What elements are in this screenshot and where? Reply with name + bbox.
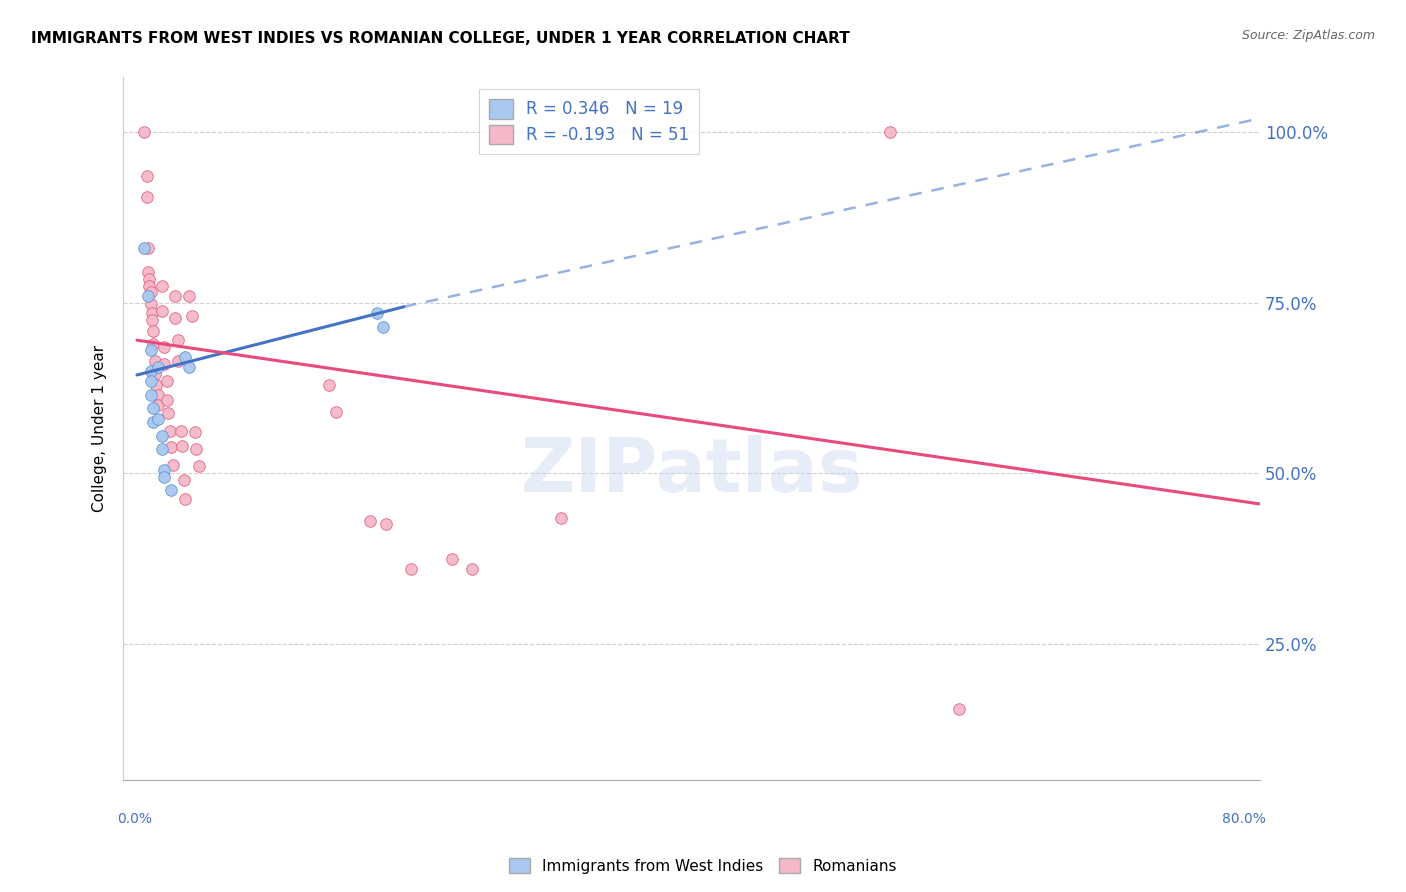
Point (138, 272, 160, 286)
Text: IMMIGRANTS FROM WEST INDIES VS ROMANIAN COLLEGE, UNDER 1 YEAR CORRELATION CHART: IMMIGRANTS FROM WEST INDIES VS ROMANIAN … (31, 31, 849, 46)
Text: 80.0%: 80.0% (1222, 812, 1265, 826)
Point (141, 306, 163, 320)
Point (146, 360, 169, 375)
Point (142, 401, 165, 416)
Point (177, 289, 200, 303)
Point (132, 125, 155, 139)
Point (160, 440, 183, 454)
Point (170, 424, 193, 438)
Point (150, 278, 173, 293)
Point (325, 405, 347, 419)
Point (146, 388, 169, 402)
Point (359, 514, 381, 528)
Point (879, 125, 901, 139)
Point (150, 428, 173, 442)
Point (139, 343, 162, 358)
Point (153, 357, 176, 371)
Legend: R = 0.346   N = 19, R = -0.193   N = 51: R = 0.346 N = 19, R = -0.193 N = 51 (479, 89, 699, 154)
Point (461, 562, 484, 576)
Point (142, 415, 165, 429)
Point (157, 406, 180, 420)
Point (399, 562, 422, 576)
Point (366, 306, 388, 320)
Point (160, 483, 183, 498)
Point (174, 350, 197, 364)
Point (139, 297, 162, 311)
Point (135, 169, 157, 184)
Point (165, 310, 187, 325)
Point (173, 473, 195, 487)
Point (184, 442, 207, 457)
Point (132, 241, 155, 255)
Point (440, 551, 463, 566)
Point (153, 340, 176, 354)
Point (167, 353, 190, 368)
Point (139, 374, 162, 388)
Y-axis label: College, Under 1 year: College, Under 1 year (93, 345, 107, 513)
Point (150, 303, 173, 318)
Point (136, 241, 159, 255)
Point (165, 289, 187, 303)
Point (136, 265, 159, 279)
Point (187, 459, 209, 474)
Text: ZIPatlas: ZIPatlas (520, 434, 863, 508)
Point (153, 469, 176, 483)
Point (550, 510, 572, 524)
Point (143, 368, 166, 382)
Point (156, 392, 179, 407)
Point (145, 377, 167, 392)
Point (139, 388, 162, 402)
Point (141, 312, 163, 326)
Point (135, 190, 157, 204)
Point (142, 324, 165, 338)
Point (375, 517, 398, 532)
Point (183, 425, 205, 440)
Point (136, 289, 159, 303)
Point (138, 278, 160, 293)
Point (318, 377, 340, 392)
Point (172, 439, 194, 453)
Point (156, 374, 179, 388)
Text: 0.0%: 0.0% (118, 812, 153, 826)
Point (167, 333, 190, 347)
Point (143, 353, 166, 368)
Point (139, 285, 162, 300)
Point (177, 360, 200, 375)
Point (153, 463, 176, 477)
Point (174, 492, 197, 507)
Point (159, 424, 181, 438)
Point (948, 702, 970, 716)
Point (180, 310, 202, 324)
Point (142, 336, 165, 351)
Point (139, 364, 162, 378)
Point (150, 442, 173, 457)
Point (146, 398, 169, 412)
Point (146, 411, 169, 425)
Point (162, 458, 184, 472)
Legend: Immigrants from West Indies, Romanians: Immigrants from West Indies, Romanians (503, 852, 903, 880)
Text: Source: ZipAtlas.com: Source: ZipAtlas.com (1241, 29, 1375, 42)
Point (373, 319, 395, 334)
